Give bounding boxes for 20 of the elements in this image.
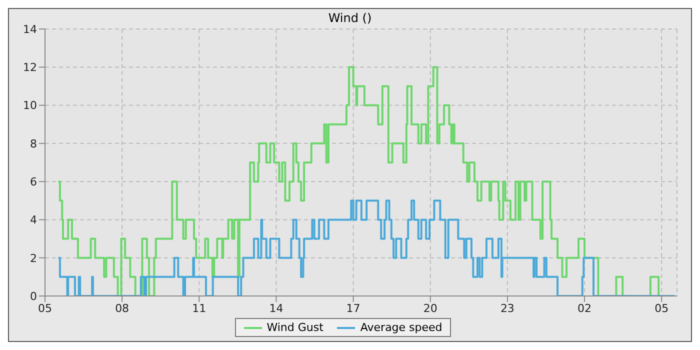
x-tick-label: 08 — [115, 302, 130, 315]
chart-title: Wind () — [328, 11, 372, 25]
y-tick-label: 0 — [30, 290, 37, 303]
y-tick-label: 14 — [23, 22, 37, 36]
legend-label: Wind Gust — [266, 321, 324, 334]
x-tick-label: 23 — [500, 302, 514, 315]
y-tick-label: 12 — [23, 61, 37, 74]
y-tick-label: 10 — [23, 99, 37, 112]
x-tick-label: 05 — [654, 302, 669, 315]
y-tick-label: 2 — [30, 252, 37, 265]
x-tick-label: 11 — [192, 302, 206, 315]
x-tick-label: 20 — [423, 302, 438, 315]
y-tick-label: 8 — [30, 137, 37, 150]
x-tick-label: 17 — [346, 302, 360, 315]
x-tick-label: 02 — [578, 302, 592, 315]
legend-label: Average speed — [360, 321, 442, 334]
y-tick-label: 6 — [30, 175, 37, 188]
x-tick-label: 05 — [38, 302, 52, 315]
x-tick-label: 14 — [269, 302, 284, 315]
y-tick-label: 4 — [30, 214, 37, 227]
